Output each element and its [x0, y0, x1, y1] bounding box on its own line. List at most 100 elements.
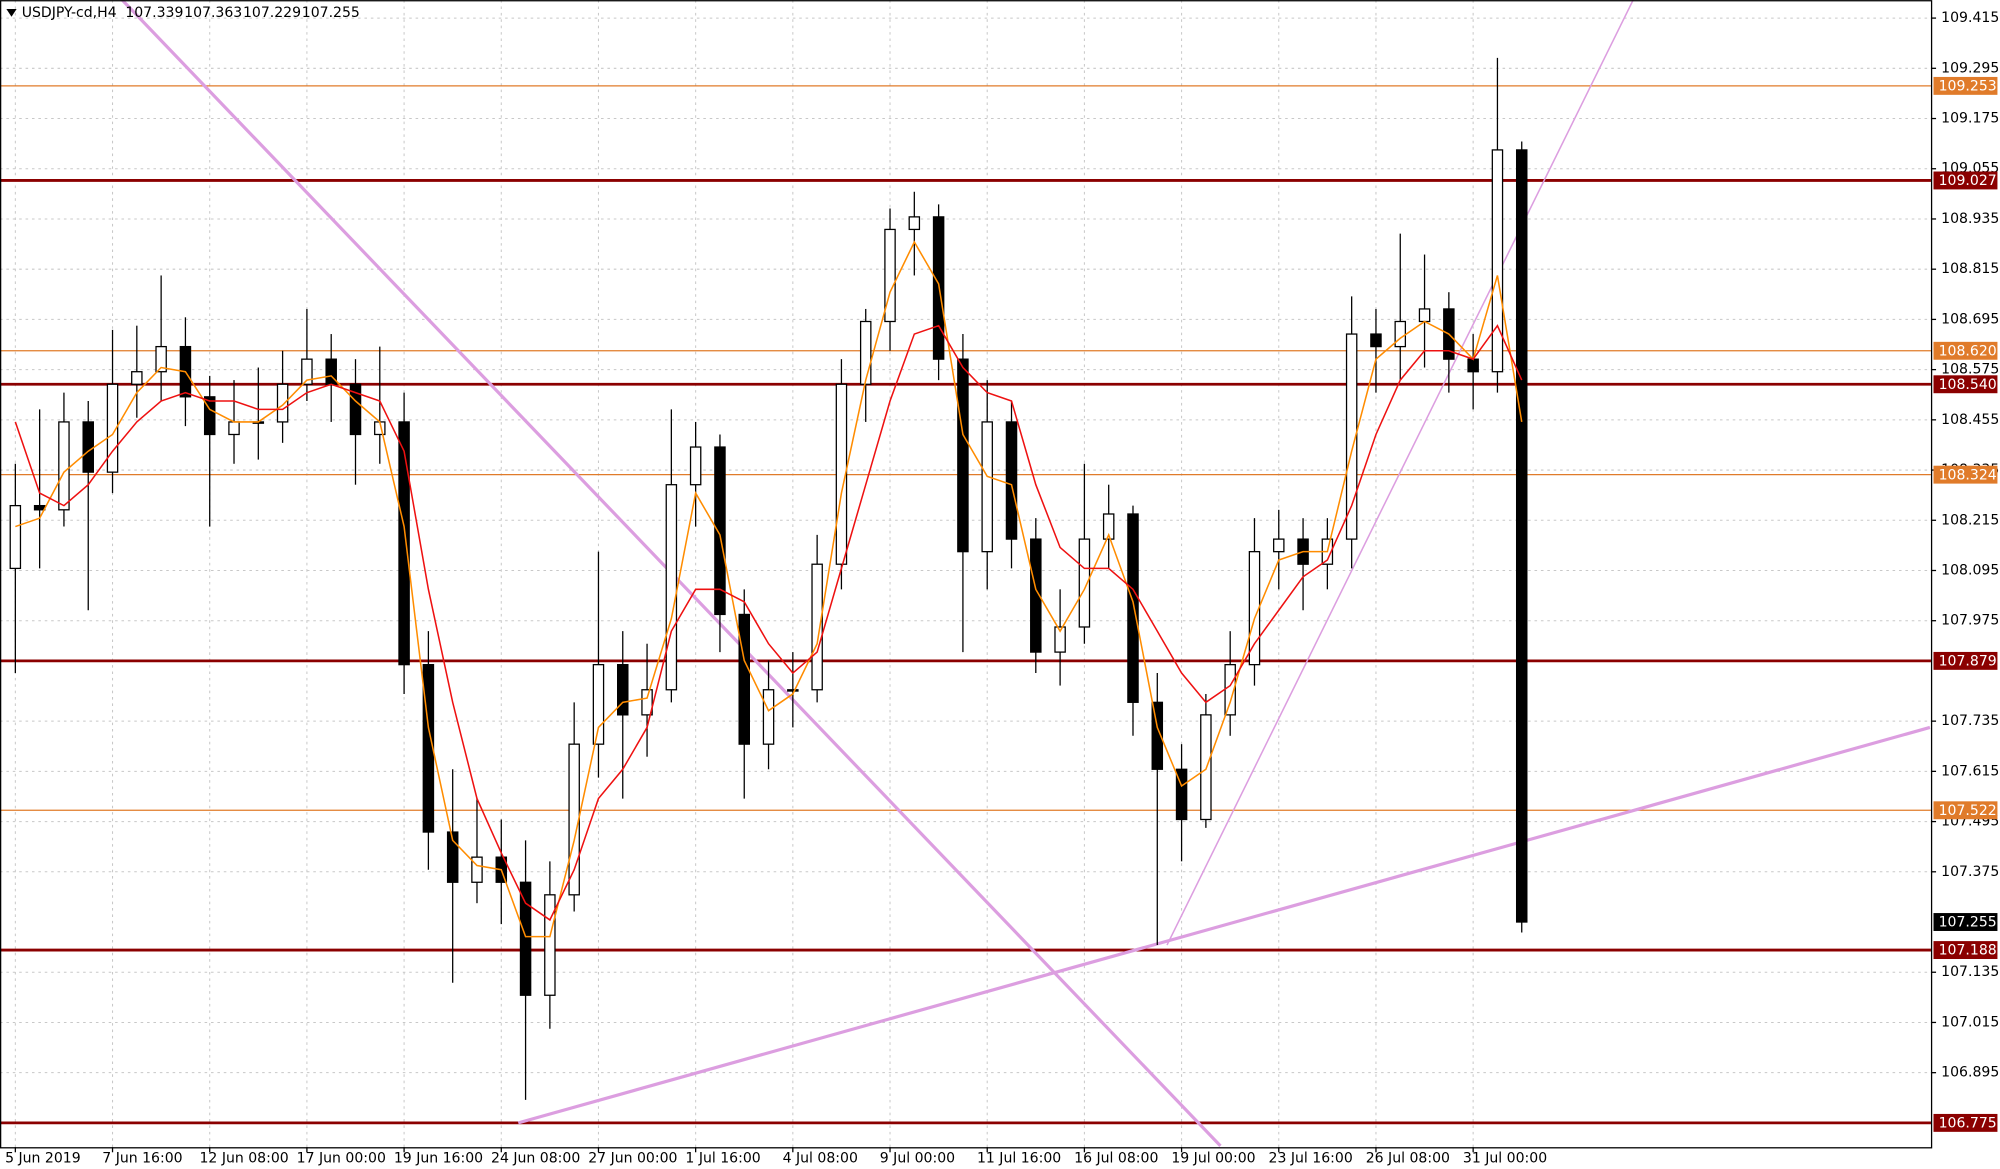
level-label-box: [1933, 341, 1998, 360]
trendline: [1166, 0, 1634, 946]
level-label: 107.188: [1939, 943, 1997, 959]
candle-body: [471, 856, 483, 883]
candle-body: [1515, 149, 1528, 923]
x-tick-label: 19 Jul 00:00: [1171, 1151, 1255, 1167]
y-tick-label: 107.975: [1941, 613, 1999, 629]
candle-body: [1467, 358, 1479, 373]
candle-body: [981, 421, 993, 553]
plot: [0, 0, 1931, 1148]
candle-body: [859, 320, 872, 385]
y-tick-label: 108.575: [1941, 362, 1999, 378]
candle-body: [568, 743, 580, 896]
plot-frame: [0, 0, 1933, 1149]
candle-body: [641, 689, 653, 716]
candle-body: [1102, 513, 1115, 540]
y-tick-label: 107.015: [1941, 1014, 1999, 1030]
x-tick-label: 27 Jun 00:00: [588, 1151, 677, 1167]
level-label: 108.540: [1939, 377, 1997, 393]
x-tick-label: 7 Jun 16:00: [102, 1151, 182, 1167]
y-tick-label: 109.295: [1941, 60, 1999, 76]
candle-body: [1151, 701, 1164, 770]
level-label-box: [1933, 465, 1998, 484]
candle-body: [617, 664, 629, 716]
candle-body: [1175, 768, 1188, 821]
candle-body: [422, 664, 435, 833]
header-value: 107.363: [184, 5, 242, 21]
x-tick-label: 11 Jul 16:00: [977, 1151, 1061, 1167]
level-label: 109.027: [1939, 173, 1997, 189]
last-price-box: [1933, 913, 1998, 931]
candle-body: [544, 894, 556, 996]
level-label-box: [1933, 941, 1998, 960]
x-tick-label: 12 Jun 08:00: [199, 1151, 288, 1167]
candle-body: [446, 831, 459, 883]
candle-body: [1005, 421, 1018, 540]
candle-body: [1273, 538, 1285, 553]
candle-body: [1054, 626, 1066, 653]
y-tick-label: 107.735: [1941, 713, 1999, 729]
candle-body: [131, 371, 143, 385]
x-tick-label: 1 Jul 16:00: [685, 1151, 760, 1167]
y-tick-label: 108.935: [1941, 211, 1999, 227]
x-tick-label: 26 Jul 08:00: [1366, 1151, 1450, 1167]
y-tick-label: 107.615: [1941, 763, 1999, 779]
level-label-box: [1933, 171, 1998, 190]
candle-body: [908, 216, 921, 231]
candle-body: [1394, 320, 1407, 348]
candle-body: [276, 383, 289, 423]
candle-body: [9, 504, 22, 570]
candle-body: [835, 383, 848, 565]
candle-body: [519, 881, 532, 996]
x-tick-label: 17 Jun 00:00: [297, 1151, 386, 1167]
axis: 109.415109.295109.175109.055108.935108.8…: [5, 10, 1999, 1167]
candle-body: [58, 421, 70, 511]
candle-body: [33, 504, 46, 511]
candle-body: [203, 396, 216, 436]
y-tick-label: 107.135: [1941, 964, 1999, 980]
header-value: 107.229: [243, 5, 301, 21]
header-value: 107.339: [125, 5, 183, 21]
moving-average: [15, 240, 1523, 938]
candle-body: [1030, 538, 1042, 653]
y-tick-label: 108.815: [1941, 261, 1999, 277]
y-tick-label: 108.215: [1941, 512, 1999, 528]
candle-body: [689, 446, 702, 486]
candle-body: [1078, 538, 1091, 628]
candle-body: [787, 689, 799, 692]
y-tick-label: 109.415: [1941, 10, 1999, 26]
candle-body: [1127, 513, 1139, 703]
x-tick-label: 31 Jul 00:00: [1463, 1151, 1547, 1167]
x-tick-label: 4 Jul 08:00: [783, 1151, 858, 1167]
candle-body: [155, 345, 167, 373]
candle-body: [228, 421, 240, 436]
candle-body: [1370, 333, 1382, 348]
y-tick-label: 108.455: [1941, 412, 1999, 428]
candle-body: [592, 664, 605, 745]
level-label: 107.522: [1939, 803, 1997, 819]
level-label-box: [1933, 375, 1998, 394]
level-label-box: [1933, 651, 1998, 670]
level-label: 108.620: [1939, 343, 1997, 359]
x-tick-label: 19 Jun 16:00: [394, 1151, 483, 1167]
y-tick-label: 108.695: [1941, 311, 1999, 327]
candle-body: [349, 383, 362, 436]
candle-body: [665, 484, 678, 691]
candle-body: [82, 421, 94, 473]
candle-body: [811, 563, 823, 691]
candle-body: [106, 383, 119, 473]
candle-body: [398, 421, 410, 666]
chart-title: USDJPY-cd,H4: [22, 5, 117, 21]
level-label-box: [1933, 801, 1998, 820]
level-label: 107.879: [1939, 654, 1997, 670]
candle-body: [1418, 308, 1431, 323]
candle-body: [762, 689, 775, 745]
y-tick-label: 109.175: [1941, 111, 1999, 127]
candle-body: [301, 358, 313, 385]
candle-body: [1491, 149, 1504, 373]
level-label-box: [1933, 1113, 1998, 1132]
level-label: 106.775: [1939, 1116, 1997, 1132]
trendline: [517, 725, 1931, 1125]
level-label: 108.324: [1939, 467, 1997, 483]
